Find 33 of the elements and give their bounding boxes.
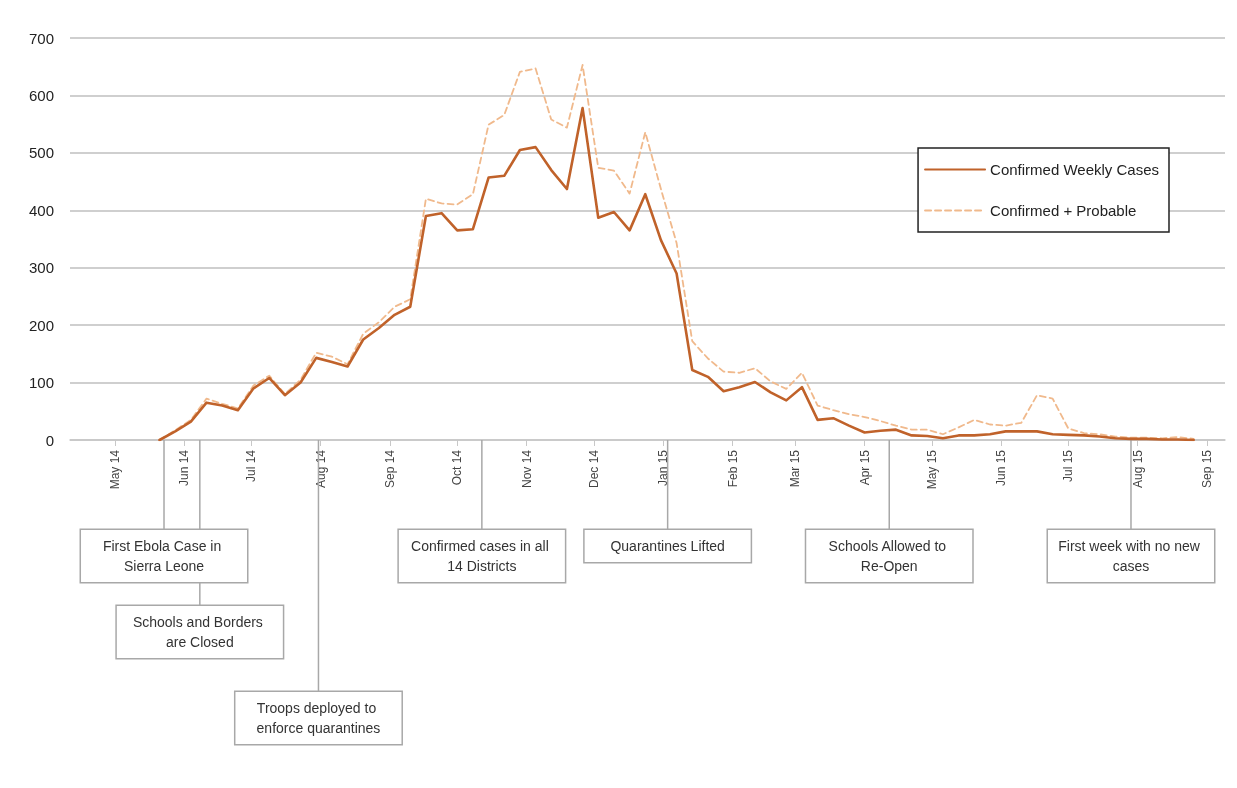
legend-label: Confirmed Weekly Cases — [990, 161, 1160, 178]
y-tick-label: 600 — [28, 86, 54, 104]
x-tick-label: Jun 14 — [177, 449, 192, 487]
x-tick-label: Sep 15 — [1200, 449, 1215, 489]
x-tick-label: Sep 14 — [383, 449, 398, 489]
x-tick-label: Nov 14 — [519, 449, 534, 489]
ref-line-label: First Ebola Case in Sierra Leone — [102, 538, 226, 574]
ref-line-label: Schools Allowed to Re-Open — [828, 538, 950, 574]
x-tick-label: Jul 15 — [1061, 449, 1076, 483]
ref-line-label: Schools and Borders are Closed — [132, 614, 267, 650]
y-tick-label: 700 — [28, 29, 54, 47]
x-tick-label: Aug 15 — [1130, 449, 1145, 489]
legend-label: Confirmed + Probable — [990, 202, 1137, 219]
x-tick-label: Jun 15 — [994, 449, 1009, 487]
y-tick-label: 200 — [28, 316, 54, 334]
y-tick-label: 300 — [28, 259, 54, 277]
ref-line-label: Quarantines Lifted — [610, 538, 725, 554]
ref-line-label: First week with no new cases — [1058, 538, 1204, 574]
x-tick-label: Apr 15 — [857, 449, 872, 486]
x-tick-label: Dec 14 — [586, 449, 601, 489]
x-tick-label: Oct 14 — [450, 449, 465, 486]
y-tick-label: 100 — [28, 374, 54, 392]
x-tick-label: Jan 15 — [656, 449, 671, 487]
y-tick-label: 0 — [45, 431, 54, 449]
x-tick-label: May 14 — [107, 449, 122, 490]
ref-line-label: Confirmed cases in all 14 Districts — [411, 538, 553, 574]
x-tick-label: Jul 14 — [244, 449, 259, 483]
ref-line-label: Troops deployed to enforce quarantines — [256, 700, 381, 736]
y-tick-label: 400 — [28, 201, 54, 219]
x-tick-label: Mar 15 — [788, 449, 803, 488]
y-tick-label: 500 — [28, 144, 54, 162]
x-tick-label: May 15 — [924, 449, 939, 490]
x-tick-label: Feb 15 — [725, 449, 740, 488]
